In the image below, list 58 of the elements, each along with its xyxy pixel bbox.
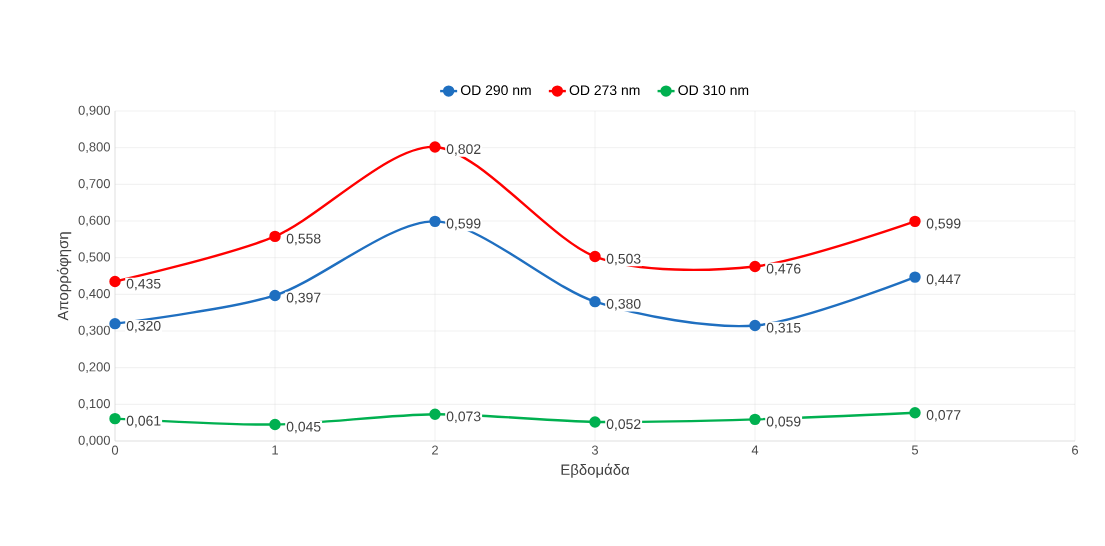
x-tick-label: 5 [911, 445, 919, 455]
data-label: 0,558 [286, 233, 321, 246]
legend-label: OD 310 nm [678, 85, 749, 96]
data-label: 0,476 [766, 263, 801, 276]
x-tick-label: 2 [432, 445, 438, 455]
data-label: 0,397 [286, 292, 321, 305]
point [909, 271, 921, 283]
point [109, 317, 121, 330]
y-tick-label: 0,700 [78, 178, 110, 190]
point [749, 260, 761, 273]
x-tick-label: 0 [111, 445, 119, 455]
x-tick-label: 1 [272, 445, 278, 455]
y-tick-label: 0,600 [78, 215, 110, 227]
point [429, 408, 441, 420]
point [589, 416, 601, 428]
y-tick-label: 0,800 [78, 142, 110, 154]
point [429, 215, 441, 228]
data-label: 0,802 [446, 144, 481, 156]
x-axis-title: Εβδομάδα [561, 463, 630, 478]
point [269, 289, 281, 302]
legend-label: OD 290 nm [460, 85, 531, 96]
data-label: 0,059 [766, 416, 801, 429]
point [109, 412, 121, 425]
point [269, 230, 281, 243]
data-label: 0,599 [926, 218, 961, 231]
y-tick-label: 0,000 [78, 435, 110, 447]
point [589, 295, 601, 308]
point [269, 418, 281, 431]
point [909, 215, 921, 228]
legend-label: OD 273 nm [569, 85, 640, 96]
data-label: 0,320 [126, 320, 161, 333]
data-label: 0,599 [446, 218, 481, 231]
data-label: 0,503 [606, 253, 641, 266]
data-label: 0,061 [126, 415, 161, 428]
y-tick-label: 0,100 [78, 398, 110, 410]
y-tick-label: 0,300 [78, 325, 110, 337]
data-label: 0,052 [606, 419, 641, 431]
x-tick-label: 4 [751, 445, 759, 455]
data-label: 0,435 [126, 278, 161, 291]
point [429, 141, 441, 153]
y-tick-label: 0,400 [78, 288, 110, 300]
y-tick-label: 0,500 [78, 252, 110, 264]
y-tick-label: 0,200 [78, 362, 110, 374]
y-tick-label: 0,900 [78, 105, 110, 117]
data-label: 0,077 [926, 409, 961, 422]
point [109, 275, 121, 288]
data-label: 0,447 [926, 274, 961, 286]
x-tick-label: 3 [591, 445, 599, 455]
point [749, 319, 761, 332]
data-label: 0,380 [606, 298, 641, 311]
point [589, 250, 601, 263]
point [909, 407, 921, 419]
y-axis-title: Απορρόφηση [56, 232, 72, 321]
point [749, 413, 761, 426]
data-label: 0,073 [446, 411, 481, 423]
data-label: 0,315 [766, 322, 801, 335]
x-tick-label: 6 [1072, 445, 1079, 455]
data-label: 0,045 [286, 421, 321, 434]
